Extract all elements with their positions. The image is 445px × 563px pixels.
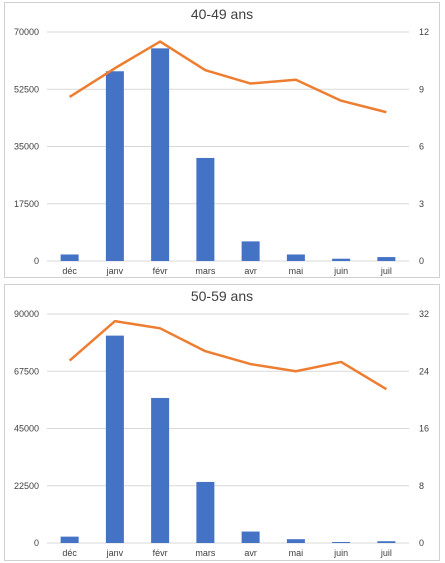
category-label: juin [333,548,348,558]
category-label: janv [106,266,124,276]
left-axis-tick: 70000 [14,27,39,37]
left-axis-tick: 35000 [14,142,39,152]
category-label: mai [289,266,304,276]
bar [60,536,79,543]
left-axis-tick: 45000 [14,424,39,434]
bar [196,157,215,261]
category-label: déc [62,266,77,276]
bar [332,541,351,543]
chart-title: 50-59 ans [191,288,253,304]
chart-panel-50-59: 50-59 ans 0 22500 45000 67500 90000 0 8 16 24 32 dé… [4,284,440,561]
chart-50-59: 50-59 ans 0 22500 45000 67500 90000 0 8 16 24 32 dé… [14,288,429,558]
right-axis-tick: 6 [419,142,424,152]
right-axis-tick: 9 [419,84,424,94]
category-label: févr [153,266,168,276]
bar [105,71,124,261]
category-label: juin [333,266,348,276]
bar [377,541,396,543]
category-label: déc [62,548,77,558]
bar [286,254,305,261]
bar [377,257,396,261]
chart-40-49: 40-49 ans 0 17500 35000 52500 70000 0 3 6 9 12 déc j… [14,6,429,276]
bar [151,397,170,543]
right-axis-tick: 16 [419,424,429,434]
right-axis-tick: 12 [419,27,429,37]
left-axis-tick: 90000 [14,309,39,319]
chart-panel-40-49: 40-49 ans 0 17500 35000 52500 70000 0 3 6 9 12 déc j… [4,2,440,278]
chart-title: 40-49 ans [191,6,253,22]
left-axis-tick: 52500 [14,84,39,94]
line-series [68,319,388,391]
bar [60,254,79,261]
bar [196,481,215,543]
bar [241,531,260,543]
category-label: mai [289,548,304,558]
left-axis-tick: 22500 [14,481,39,491]
line-series [68,40,387,114]
bar [332,258,351,261]
bar [151,48,170,261]
bar [286,539,305,543]
right-axis-tick: 0 [419,538,424,548]
category-label: avr [244,548,257,558]
left-axis-tick: 17500 [14,199,39,209]
category-label: avr [244,266,257,276]
category-label: janv [106,548,124,558]
category-label: juil [380,266,392,276]
right-axis-tick: 0 [419,256,424,266]
left-axis-tick: 67500 [14,366,39,376]
bar [241,241,260,261]
right-axis-tick: 32 [419,309,429,319]
category-label: mars [195,266,215,276]
left-axis-tick: 0 [34,256,39,266]
category-label: févr [153,548,168,558]
right-axis-tick: 24 [419,366,429,376]
category-label: juil [380,548,392,558]
right-axis-tick: 8 [419,481,424,491]
left-axis-tick: 0 [34,538,39,548]
bar [105,335,124,543]
category-label: mars [195,548,215,558]
right-axis-tick: 3 [419,199,424,209]
